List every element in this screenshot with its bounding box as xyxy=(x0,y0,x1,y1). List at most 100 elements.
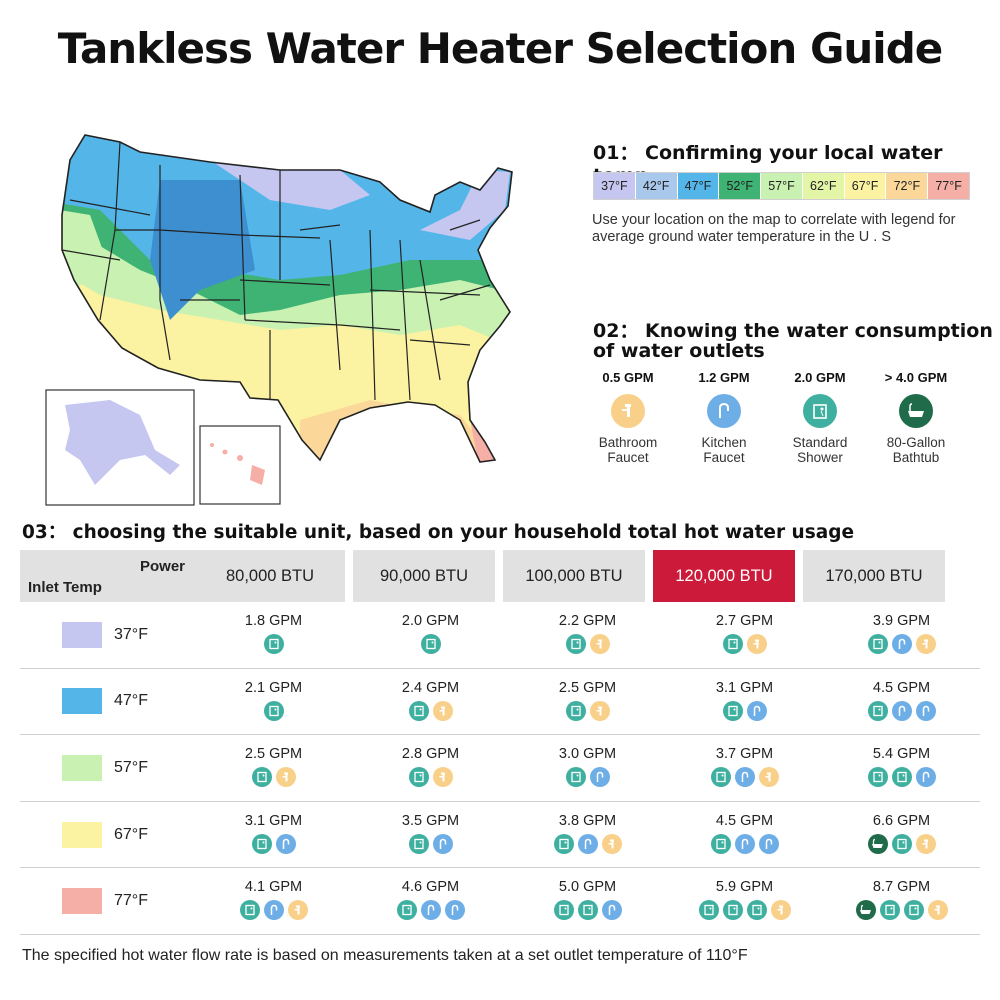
table-row: 57°F 2.5 GPM 2.8 GPM 3.0 GPM 3.7 GPM 5.4 GPM xyxy=(20,735,980,802)
table-cell: 3.7 GPM xyxy=(666,735,823,801)
faucet-icon xyxy=(601,833,622,854)
table-cell: 3.1 GPM xyxy=(195,802,352,868)
flow-rate: 3.1 GPM xyxy=(244,812,303,829)
table-cell: 2.8 GPM xyxy=(352,735,509,801)
groundwater-temperature-map xyxy=(40,120,520,515)
shower-icon xyxy=(710,833,731,854)
legend-item: 77°F xyxy=(928,173,970,199)
column-header: 100,000 BTU xyxy=(495,550,645,602)
flow-rate: 4.6 GPM xyxy=(401,879,460,896)
shower-icon xyxy=(722,700,743,721)
shower-icon xyxy=(903,900,924,921)
faucet-icon xyxy=(611,394,645,428)
power-label: Power xyxy=(139,558,185,575)
bathtub-icon xyxy=(867,833,888,854)
row-header: 37°F xyxy=(20,602,195,668)
faucet-icon xyxy=(432,767,453,788)
table-cell: 3.9 GPM xyxy=(823,602,980,668)
outlet-bathroom-faucet: 0.5 GPM Bathroom Faucet xyxy=(580,370,676,465)
table-cell: 2.5 GPM xyxy=(195,735,352,801)
footnote: The specified hot water flow rate is bas… xyxy=(22,947,748,964)
table-cell: 3.5 GPM xyxy=(352,802,509,868)
shower-icon xyxy=(698,900,719,921)
kitchen-faucet-icon xyxy=(275,833,296,854)
outlet-icons xyxy=(250,833,298,854)
legend-item: 72°F xyxy=(886,173,929,199)
bathtub-icon xyxy=(855,900,876,921)
temp-swatch xyxy=(62,821,102,848)
outlet-icons xyxy=(407,767,455,788)
table-cell: 5.9 GPM xyxy=(666,868,823,934)
shower-icon xyxy=(553,833,574,854)
legend-item: 47°F xyxy=(677,173,720,199)
faucet-icon xyxy=(589,700,610,721)
flow-rate: 5.0 GPM xyxy=(558,879,617,896)
us-map-graphic xyxy=(45,134,513,506)
shower-icon xyxy=(803,394,837,428)
shower-icon xyxy=(251,767,272,788)
shower-icon xyxy=(251,833,272,854)
table-cell: 1.8 GPM xyxy=(195,602,352,668)
row-header: 67°F xyxy=(20,802,195,868)
table-cell: 2.0 GPM xyxy=(352,602,509,668)
outlet-icons xyxy=(552,900,624,921)
kitchen-faucet-icon xyxy=(601,900,622,921)
flow-rate: 4.5 GPM xyxy=(872,679,931,696)
kitchen-faucet-icon xyxy=(915,700,936,721)
row-header: 57°F xyxy=(20,735,195,801)
outlet-label: Kitchen Faucet xyxy=(701,435,747,465)
table-cell: 4.5 GPM xyxy=(666,802,823,868)
kitchen-faucet-icon xyxy=(734,767,755,788)
outlet-list: 0.5 GPM Bathroom Faucet 1.2 GPM Kitchen Fa… xyxy=(580,370,980,465)
shower-icon xyxy=(553,900,574,921)
kitchen-faucet-icon xyxy=(746,700,767,721)
outlet-gpm: > 4.0 GPM xyxy=(884,370,948,385)
faucet-icon xyxy=(287,900,308,921)
shower-icon xyxy=(722,900,743,921)
selection-table: Power Inlet Temp 80,000 BTU 90,000 BTU 1… xyxy=(20,550,980,935)
flow-rate: 4.1 GPM xyxy=(244,879,303,896)
shower-icon xyxy=(565,634,586,654)
section2-heading-line1: 02： Knowing the water consumption xyxy=(593,320,993,342)
table-cell: 8.7 GPM xyxy=(823,868,980,934)
inlet-temp: 47°F xyxy=(114,692,148,710)
flow-rate: 6.6 GPM xyxy=(872,812,931,829)
outlet-label: Standard Shower xyxy=(792,435,848,465)
outlet-icons xyxy=(262,700,286,721)
outlet-label: Bathroom Faucet xyxy=(598,435,658,465)
section3-heading: 03： choosing the suitable unit, based on… xyxy=(22,522,854,543)
table-cell: 2.1 GPM xyxy=(195,669,352,735)
outlet-icons xyxy=(866,767,938,788)
faucet-icon xyxy=(275,767,296,788)
legend-item: 42°F xyxy=(635,173,678,199)
kitchen-faucet-icon xyxy=(432,833,453,854)
outlet-label: 80-Gallon Bathtub xyxy=(886,435,946,465)
flow-rate: 3.0 GPM xyxy=(558,746,617,763)
table-cell: 4.5 GPM xyxy=(823,669,980,735)
temp-swatch xyxy=(62,888,102,915)
inlet-temp: 77°F xyxy=(114,892,148,910)
faucet-icon xyxy=(927,900,948,921)
legend-item: 67°F xyxy=(844,173,887,199)
flow-rate: 2.5 GPM xyxy=(558,679,617,696)
column-header: 80,000 BTU xyxy=(195,550,345,602)
outlet-icons xyxy=(564,767,612,788)
kitchen-faucet-icon xyxy=(915,767,936,788)
hawaii-inset xyxy=(199,425,281,505)
faucet-icon xyxy=(432,700,453,721)
kitchen-faucet-icon xyxy=(444,900,465,921)
outlet-bathtub: > 4.0 GPM 80-Gallon Bathtub xyxy=(868,370,964,465)
table-cell: 3.0 GPM xyxy=(509,735,666,801)
table-cell: 3.8 GPM xyxy=(509,802,666,868)
outlet-gpm: 0.5 GPM xyxy=(602,370,654,385)
shower-icon xyxy=(396,900,417,921)
shower-icon xyxy=(891,833,912,854)
flow-rate: 3.9 GPM xyxy=(872,613,931,629)
outlet-icons xyxy=(552,833,624,854)
legend-description: Use your location on the map to correlat… xyxy=(592,212,956,245)
temperature-legend: 37°F 42°F 47°F 52°F 57°F 62°F 67°F 72°F … xyxy=(593,172,970,200)
legend-item: 52°F xyxy=(719,173,762,199)
table-cell: 2.2 GPM xyxy=(509,602,666,668)
faucet-icon xyxy=(915,634,936,654)
outlet-icons xyxy=(250,767,298,788)
